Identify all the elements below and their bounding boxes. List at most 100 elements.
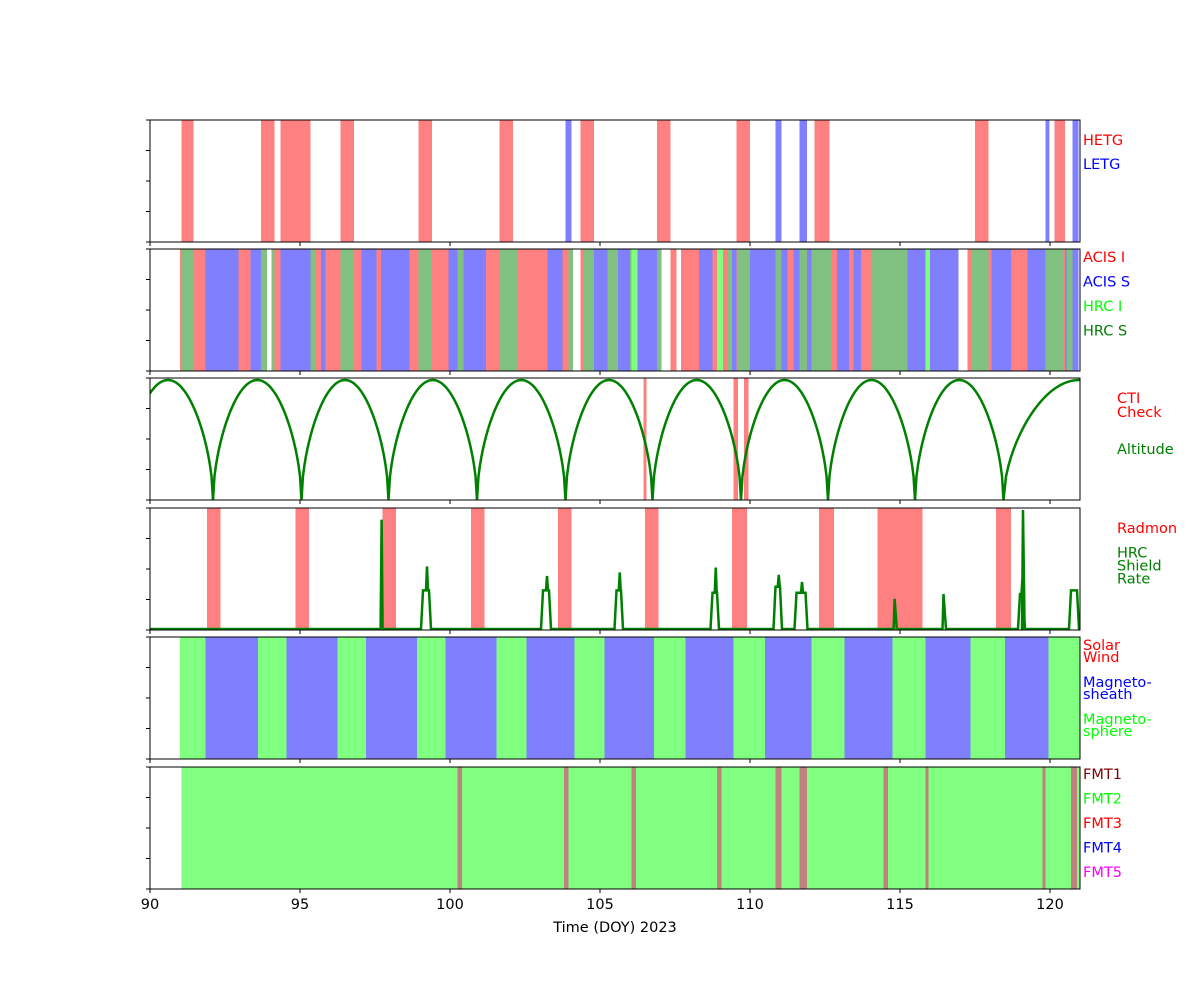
span-hrc-s — [568, 249, 573, 371]
span-magnetosheath — [1005, 637, 1049, 759]
span-acis-s — [1027, 249, 1046, 371]
span-hrc-s — [775, 249, 782, 371]
span-hrc-s — [457, 249, 464, 371]
panel-altitude — [150, 378, 1080, 500]
panel-formats — [181, 767, 1080, 889]
span-hrc-s — [1066, 249, 1073, 371]
x-tick-label: 115 — [886, 897, 914, 913]
legend-label: Solar — [1083, 638, 1120, 654]
x-tick-label: 90 — [141, 897, 159, 913]
span-magnetosphere — [180, 637, 206, 759]
span-acis-i — [193, 249, 206, 371]
span-magnetosheath — [366, 637, 417, 759]
span-acis-i — [723, 249, 728, 371]
span-acis-s — [381, 249, 410, 371]
span-acis-i — [409, 249, 419, 371]
span-magnetosheath — [685, 637, 734, 759]
span-magnetosheath — [765, 637, 812, 759]
span-acis-i — [517, 249, 548, 371]
legend-label: Shield — [1117, 559, 1162, 575]
span-acis-s — [205, 249, 239, 371]
span-magnetosheath — [604, 637, 654, 759]
span-fmt2 — [181, 767, 1080, 889]
span-acis-i — [432, 249, 449, 371]
span-hrc-s — [310, 249, 315, 371]
legend-label: LETG — [1083, 157, 1120, 173]
span-hrc-s — [871, 249, 908, 371]
span-radmon — [645, 508, 659, 630]
span-hetg — [340, 120, 354, 242]
span-magnetosheath — [286, 637, 338, 759]
span-magnetosheath — [925, 637, 971, 759]
span-magnetosphere — [733, 637, 765, 759]
span-magnetosphere — [417, 637, 446, 759]
legend-label: ACIS I — [1083, 250, 1125, 266]
legend-label: Wind — [1083, 650, 1119, 666]
legend-label: HRC I — [1083, 299, 1122, 315]
span-magnetosheath — [445, 637, 497, 759]
span-acis-i — [238, 249, 251, 371]
span-acis-i — [315, 249, 321, 371]
legend-label: FMT3 — [1083, 816, 1122, 832]
legend-label: Magneto- — [1083, 712, 1152, 728]
legend-label: FMT5 — [1083, 865, 1122, 881]
span-magnetosphere — [892, 637, 926, 759]
legend-label: sphere — [1083, 724, 1133, 740]
span-acis-s — [463, 249, 486, 371]
span-hetg — [657, 120, 671, 242]
span-hetg — [1054, 120, 1065, 242]
span-acis-s — [807, 249, 812, 371]
hrc-shield-rate-line — [150, 509, 1080, 630]
x-tick-label: 95 — [291, 897, 309, 913]
legend-label: ACIS S — [1083, 275, 1130, 291]
span-hetg — [736, 120, 750, 242]
span-magnetosphere — [654, 637, 686, 759]
span-acis-s — [793, 249, 800, 371]
panel-instruments — [180, 249, 1079, 371]
span-acis-s — [837, 249, 849, 371]
span-acis-i — [736, 249, 738, 371]
span-letg — [775, 120, 782, 242]
span-acis-i — [354, 249, 362, 371]
span-acis-i — [580, 249, 584, 371]
span-hrc-s — [271, 249, 275, 371]
span-hetg — [975, 120, 989, 242]
span-acis-i — [670, 249, 677, 371]
span-letg — [799, 120, 807, 242]
span-acis-s — [732, 249, 737, 371]
legend-label: FMT1 — [1083, 767, 1122, 783]
span-hrc-s — [1045, 249, 1064, 371]
span-acis-s — [750, 249, 776, 371]
span-acis-s — [594, 249, 608, 371]
span-acis-i — [681, 249, 699, 371]
span-hrc-s — [657, 249, 662, 371]
span-radmon — [382, 508, 396, 630]
span-acis-s — [1065, 249, 1067, 371]
span-acis-i — [861, 249, 872, 371]
span-acis-i — [180, 249, 182, 371]
span-hrc-s — [630, 249, 632, 371]
span-acis-s — [853, 249, 861, 371]
span-cti-check — [744, 378, 749, 500]
x-tick-label: 100 — [436, 897, 464, 913]
span-magnetosphere — [258, 637, 287, 759]
span-letg — [565, 120, 572, 242]
span-hrc-s — [972, 249, 989, 371]
span-letg — [1072, 120, 1079, 242]
span-fmt1 — [799, 767, 807, 889]
span-acis-i — [376, 249, 381, 371]
legend-label: FMT2 — [1083, 792, 1122, 808]
span-hrc-s — [181, 249, 194, 371]
span-fmt1 — [457, 767, 462, 889]
span-radmon — [295, 508, 309, 630]
span-magnetosphere — [574, 637, 605, 759]
legend-label: HETG — [1083, 133, 1123, 149]
span-hrc-s — [583, 249, 594, 371]
span-hrc-s — [811, 249, 831, 371]
span-radmon — [732, 508, 747, 630]
span-hrc-s — [499, 249, 518, 371]
span-acis-s — [547, 249, 563, 371]
span-hetg — [580, 120, 594, 242]
span-acis-i — [712, 249, 717, 371]
span-magnetosphere — [337, 637, 366, 759]
